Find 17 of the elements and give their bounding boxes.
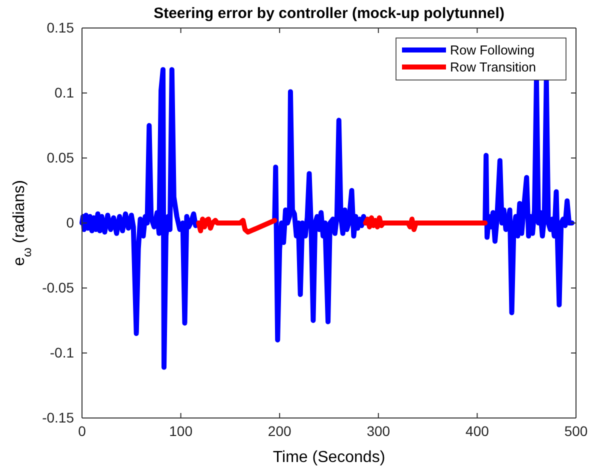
y-tick-label: -0.15 [42, 409, 74, 426]
x-tick-label: 300 [366, 422, 390, 439]
x-tick-label: 200 [268, 422, 292, 439]
x-tick-label: 500 [564, 422, 588, 439]
legend-label: Row Following [450, 42, 535, 58]
x-tick-label: 100 [169, 422, 193, 439]
x-tick-label: 400 [466, 422, 490, 439]
y-tick-label: 0.1 [54, 84, 74, 100]
y-tick-label: -0.05 [42, 279, 74, 296]
y-tick-label: 0.05 [46, 149, 74, 166]
y-tick-label: 0 [66, 214, 74, 230]
y-tick-label: 0.15 [46, 19, 74, 36]
legend-label: Row Transition [450, 60, 536, 74]
x-tick-label: 0 [78, 422, 86, 439]
x-axis-title: Time (Seconds) [272, 449, 386, 466]
chart-title: Steering error by controller (mock-up polytunnel) [154, 5, 504, 22]
y-tick-label: -0.1 [50, 344, 74, 360]
